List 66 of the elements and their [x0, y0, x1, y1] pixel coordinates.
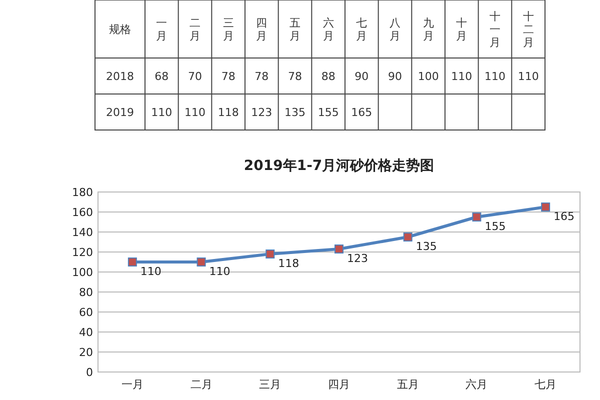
data-label: 70: [188, 70, 202, 83]
point: [541, 202, 550, 212]
y-axis-title: 规格: [109, 23, 131, 36]
point: [128, 258, 137, 266]
x-tick-label: 十月: [456, 16, 468, 42]
data-label: 155: [484, 220, 506, 233]
data-label: 135: [416, 240, 437, 253]
x-tick-label: 五月: [396, 378, 419, 391]
y-tick-label: 2018: [106, 70, 134, 83]
data-label: 90: [354, 70, 369, 83]
y-tick-label: 20: [79, 346, 93, 359]
data-label: 100: [418, 70, 439, 83]
point: [403, 232, 412, 242]
data-label: 118: [278, 257, 300, 270]
x-tick-label: 八月: [390, 16, 400, 42]
x-tick-label: 三月: [222, 16, 234, 42]
x-tick-label: 一月: [156, 16, 168, 42]
y-tick-label: 2019: [106, 106, 134, 119]
data-label: 88: [321, 70, 336, 83]
data-label: 110: [209, 265, 230, 278]
x-tick-label: 七月: [356, 16, 368, 42]
x-tick-label: 六月: [322, 16, 334, 42]
data-label: 123: [251, 106, 272, 119]
data-label: 90: [388, 70, 402, 83]
point: [334, 244, 344, 254]
data-label: 110: [518, 70, 539, 83]
x-tick-label: 七月: [534, 378, 557, 391]
data-label: 135: [284, 106, 306, 119]
data-label: 118: [218, 106, 239, 119]
y-tick-label: 40: [79, 326, 93, 339]
point: [266, 250, 275, 258]
data-label: 68: [154, 70, 169, 83]
y-tick-label: 120: [72, 246, 93, 259]
data-label: 78: [221, 70, 236, 83]
chart-title: 2019年1-7月河砂价格走势图: [244, 158, 434, 174]
x-tick-label: 一月: [121, 378, 144, 391]
y-tick-label: 100: [72, 266, 93, 279]
y-tick-label: 140: [72, 226, 93, 239]
data-label: 165: [554, 210, 575, 223]
x-tick-label: 四月: [328, 378, 350, 391]
data-label: 165: [351, 106, 372, 119]
y-tick-label: 0: [86, 366, 93, 379]
data-label: 155: [318, 106, 339, 119]
x-tick-label: 十一月: [490, 10, 500, 49]
data-label: 110: [151, 106, 172, 119]
data-label: 78: [288, 70, 302, 83]
point: [472, 212, 482, 222]
data-label: 123: [347, 252, 368, 265]
x-tick-label: 六月: [466, 378, 488, 391]
x-tick-label: 十二月: [522, 10, 534, 49]
x-tick-label: 二月: [190, 378, 212, 391]
y-tick-label: 180: [72, 186, 93, 199]
x-tick-label: 五月: [290, 16, 300, 42]
x-tick-label: 四月: [256, 16, 268, 42]
point: [196, 258, 206, 266]
data-label: 110: [484, 70, 506, 83]
x-tick-label: 九月: [422, 16, 434, 42]
data-label: 110: [184, 106, 206, 119]
data-label: 78: [254, 70, 269, 83]
x-tick-label: 二月: [190, 16, 200, 42]
x-tick-label: 三月: [259, 378, 282, 391]
y-tick-label: 60: [79, 306, 93, 319]
y-tick-label: 80: [79, 286, 93, 299]
y-tick-label: 160: [72, 206, 93, 219]
data-label: 110: [140, 265, 162, 278]
data-label: 110: [451, 70, 472, 83]
